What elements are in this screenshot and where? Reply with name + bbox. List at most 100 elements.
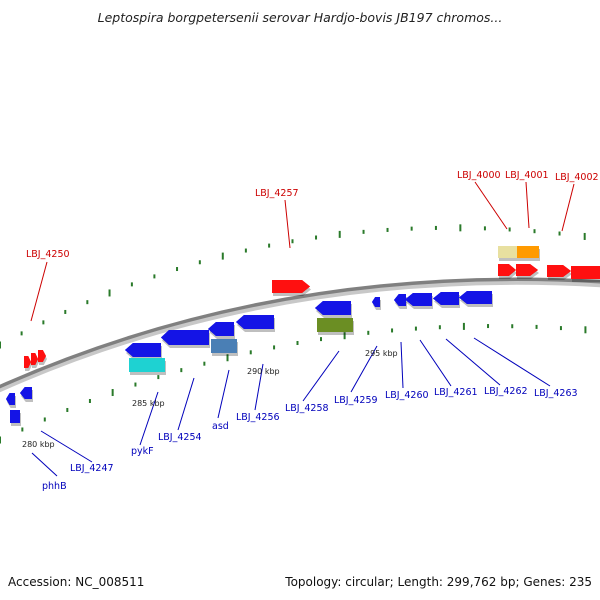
leader-line	[177, 377, 195, 431]
gene-label-lbj-4262[interactable]: LBJ_4262	[484, 386, 528, 397]
outer-tick-mark	[221, 252, 224, 260]
leader-line	[473, 337, 551, 387]
scale-label-280kbp: 280 kbp	[22, 440, 55, 449]
outer-tick-mark	[176, 267, 179, 272]
outer-tick-mark	[86, 300, 89, 305]
inner-tick-mark	[487, 324, 490, 329]
inner-tick-mark	[320, 337, 323, 342]
gene-label-lbj-4258[interactable]: LBJ_4258	[285, 403, 329, 414]
leader-line	[350, 345, 378, 393]
gene-label-lbj-4000[interactable]: LBJ_4000	[457, 170, 501, 181]
inner-tick-mark	[511, 324, 514, 329]
inner-tick-mark	[203, 361, 206, 366]
gene-label-asd[interactable]: asd	[212, 421, 229, 432]
leader-line	[474, 181, 508, 230]
gene-lbj-4259-top	[372, 297, 380, 307]
leader-line	[419, 339, 452, 387]
inner-tick-mark	[414, 326, 417, 331]
gene-phhb-top	[6, 393, 15, 405]
map-title: Leptospira borgpetersenii serovar Hardjo…	[97, 10, 503, 25]
gene-label-lbj-4001[interactable]: LBJ_4001	[505, 170, 549, 181]
leader-line	[302, 350, 340, 402]
gene-label-lbj-4247[interactable]: LBJ_4247	[70, 463, 114, 474]
inner-tick-mark	[111, 389, 114, 397]
outer-tick-mark	[42, 320, 45, 325]
scale-label-295kbp: 295 kbp	[365, 349, 398, 358]
leader-line	[284, 199, 291, 249]
inner-tick-mark	[66, 407, 69, 412]
gene-label-lbj-4002[interactable]: LBJ_4002	[555, 172, 599, 183]
outer-tick-mark	[508, 227, 511, 232]
inner-tick-mark	[584, 326, 587, 334]
outer-tick-mark	[108, 289, 111, 297]
leader-line	[139, 391, 159, 446]
gene-label-lbj-4263[interactable]: LBJ_4263	[534, 388, 578, 399]
leader-line	[31, 452, 58, 477]
gene-lbj-4250-top	[38, 350, 46, 362]
inner-tick-mark	[21, 427, 24, 432]
outer-tick-mark	[434, 225, 437, 230]
inner-tick-mark	[296, 341, 299, 345]
outer-tick-mark	[244, 248, 247, 253]
inner-tick-mark	[535, 324, 538, 329]
gene-lbj-4256-top	[236, 315, 274, 329]
gene-red-small-2-top	[31, 353, 38, 365]
outer-tick-mark	[64, 309, 67, 314]
inner-tick-mark	[226, 354, 229, 362]
inner-tick-mark	[43, 417, 46, 422]
outer-tick-mark	[386, 227, 389, 232]
gene-lbj-4260-top	[394, 294, 406, 306]
outer-tick-mark	[558, 231, 561, 236]
leader-line	[400, 341, 404, 389]
inner-tick-mark	[273, 345, 276, 350]
outer-tick-mark	[362, 229, 365, 234]
gene-lbj-4263-top	[459, 291, 492, 304]
gene-label-lbj-4257[interactable]: LBJ_4257	[255, 188, 299, 199]
gene-red-4000b-top	[498, 264, 516, 276]
outer-tick-mark	[338, 230, 341, 238]
gene-lbj-4254-top	[161, 330, 209, 345]
gene-lbj-4254a-top	[125, 343, 161, 357]
gene-lbj-4258-top	[315, 301, 351, 315]
topology-summary: Topology: circular; Length: 299,762 bp; …	[285, 575, 592, 589]
inner-tick-mark	[438, 325, 441, 330]
inner-tick-mark	[157, 375, 160, 380]
outer-tick-mark	[410, 226, 413, 231]
gene-lbj-4002-top	[571, 266, 600, 279]
outer-tick-mark	[483, 226, 486, 231]
gene-label-lbj-4254[interactable]: LBJ_4254	[158, 432, 202, 443]
gene-lbj-4247-top	[20, 387, 32, 399]
gene-label-lbj-4256[interactable]: LBJ_4256	[236, 412, 280, 423]
outer-tick-mark	[198, 260, 201, 265]
gene-asd-top	[208, 322, 234, 336]
gene-label-lbj-4260[interactable]: LBJ_4260	[385, 390, 429, 401]
gene-red-4002a-top	[547, 265, 571, 277]
outer-tick-mark	[130, 282, 133, 287]
inner-tick-ring	[0, 322, 587, 444]
gene-blue-small-top	[10, 410, 20, 423]
gene-label-phhb[interactable]: phhB	[42, 481, 67, 492]
gene-label-pykf[interactable]: pykF	[131, 446, 154, 457]
inner-tick-mark	[249, 350, 252, 355]
scale-label-285kbp: 285 kbp	[132, 399, 165, 408]
outer-tick-mark	[0, 341, 1, 349]
gene-label-lbj-4250[interactable]: LBJ_4250	[26, 249, 70, 260]
gene-asd-b-top	[211, 339, 237, 353]
gene-olive-top	[317, 318, 353, 332]
gene-lbj-4262-top	[433, 292, 459, 305]
leader-line	[445, 338, 501, 386]
outer-tick-mark	[533, 229, 536, 234]
outer-tick-ring	[0, 224, 586, 349]
outer-tick-mark	[20, 331, 23, 336]
inner-tick-mark	[367, 330, 370, 335]
inner-tick-mark	[559, 326, 562, 331]
gene-label-lbj-4259[interactable]: LBJ_4259	[334, 395, 378, 406]
label-leader-lines	[30, 181, 575, 477]
gene-label-lbj-4261[interactable]: LBJ_4261	[434, 387, 478, 398]
inner-tick-mark	[88, 398, 91, 403]
gene-red-small-1-top	[24, 356, 31, 368]
gene-lbj-4000-top	[498, 246, 517, 258]
accession-text: Accession: NC_008511	[8, 575, 145, 589]
genome-backbone	[0, 277, 600, 389]
